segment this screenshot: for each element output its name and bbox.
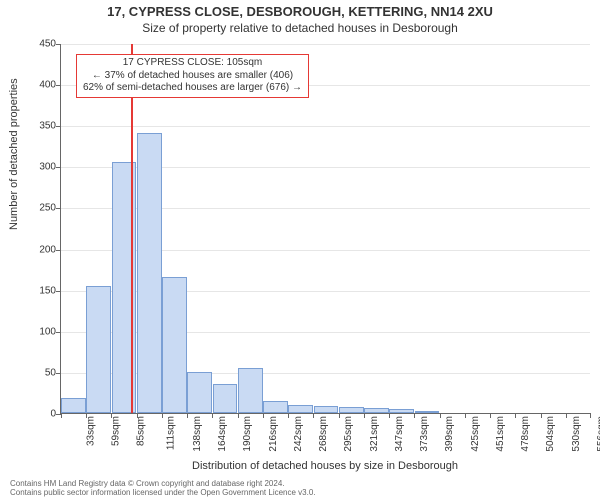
- x-tick-mark: [187, 413, 188, 418]
- x-tick-label: 59sqm: [111, 416, 122, 446]
- x-tick-label: 138sqm: [192, 416, 203, 452]
- x-tick-mark: [541, 413, 542, 418]
- y-tick-mark: [56, 44, 61, 45]
- x-tick-mark: [389, 413, 390, 418]
- x-tick-label: 425sqm: [470, 416, 481, 452]
- bar: [137, 133, 162, 413]
- x-tick-label: 373sqm: [419, 416, 430, 452]
- chart-subtitle: Size of property relative to detached ho…: [0, 21, 600, 35]
- bar: [61, 398, 86, 413]
- x-tick-label: 216sqm: [268, 416, 279, 452]
- x-tick-label: 321sqm: [369, 416, 380, 452]
- y-tick-label: 250: [26, 203, 56, 214]
- x-tick-mark: [566, 413, 567, 418]
- bar: [162, 277, 187, 413]
- annotation-line: 62% of semi-detached houses are larger (…: [83, 82, 302, 95]
- x-tick-mark: [414, 413, 415, 418]
- x-tick-mark: [137, 413, 138, 418]
- bar: [314, 406, 339, 413]
- bar: [86, 286, 111, 413]
- grid-line: [61, 126, 590, 127]
- x-tick-label: 556sqm: [596, 416, 600, 452]
- x-tick-mark: [465, 413, 466, 418]
- y-tick-label: 300: [26, 162, 56, 173]
- footer-line: Contains public sector information licen…: [10, 489, 316, 498]
- x-tick-mark: [364, 413, 365, 418]
- x-tick-label: 399sqm: [444, 416, 455, 452]
- x-tick-label: 190sqm: [243, 416, 254, 452]
- bar: [238, 368, 263, 413]
- y-tick-label: 450: [26, 39, 56, 50]
- x-tick-mark: [288, 413, 289, 418]
- x-axis-label: Distribution of detached houses by size …: [60, 460, 590, 472]
- bar: [415, 411, 440, 413]
- bar: [389, 409, 414, 413]
- y-tick-mark: [56, 373, 61, 374]
- annotation-line: ← 37% of detached houses are smaller (40…: [83, 70, 302, 83]
- footer-attribution: Contains HM Land Registry data © Crown c…: [10, 480, 316, 498]
- bar: [288, 405, 313, 413]
- annotation-box: 17 CYPRESS CLOSE: 105sqm ← 37% of detach…: [76, 54, 309, 98]
- x-tick-label: 268sqm: [318, 416, 329, 452]
- bar: [213, 384, 238, 413]
- reference-line: [131, 44, 133, 413]
- x-tick-label: 242sqm: [293, 416, 304, 452]
- annotation-line: 17 CYPRESS CLOSE: 105sqm: [83, 57, 302, 70]
- y-tick-label: 50: [26, 367, 56, 378]
- x-tick-mark: [212, 413, 213, 418]
- x-tick-mark: [111, 413, 112, 418]
- x-tick-mark: [263, 413, 264, 418]
- x-tick-mark: [86, 413, 87, 418]
- y-tick-label: 350: [26, 121, 56, 132]
- x-tick-mark: [490, 413, 491, 418]
- x-tick-mark: [339, 413, 340, 418]
- x-tick-mark: [440, 413, 441, 418]
- y-tick-mark: [56, 208, 61, 209]
- y-tick-mark: [56, 167, 61, 168]
- x-tick-label: 111sqm: [165, 416, 176, 450]
- x-tick-label: 504sqm: [545, 416, 556, 452]
- x-tick-mark: [61, 413, 62, 418]
- grid-line: [61, 44, 590, 45]
- x-tick-label: 295sqm: [343, 416, 354, 452]
- bar: [263, 401, 288, 413]
- bar: [339, 407, 364, 413]
- x-tick-mark: [162, 413, 163, 418]
- chart-title: 17, CYPRESS CLOSE, DESBOROUGH, KETTERING…: [0, 4, 600, 19]
- chart-plot-area: 33sqm59sqm85sqm111sqm138sqm164sqm190sqm2…: [60, 44, 590, 414]
- x-tick-label: 478sqm: [520, 416, 531, 452]
- bar: [364, 408, 389, 413]
- x-tick-mark: [313, 413, 314, 418]
- x-tick-label: 164sqm: [217, 416, 228, 452]
- y-tick-label: 400: [26, 80, 56, 91]
- x-tick-label: 530sqm: [571, 416, 582, 452]
- y-tick-label: 0: [26, 409, 56, 420]
- y-tick-label: 150: [26, 285, 56, 296]
- x-tick-label: 33sqm: [86, 416, 97, 446]
- bar: [187, 372, 212, 413]
- y-tick-label: 100: [26, 326, 56, 337]
- y-tick-mark: [56, 291, 61, 292]
- y-tick-mark: [56, 250, 61, 251]
- x-tick-label: 85sqm: [136, 416, 147, 446]
- x-tick-mark: [515, 413, 516, 418]
- y-tick-mark: [56, 332, 61, 333]
- y-tick-mark: [56, 85, 61, 86]
- x-tick-mark: [590, 413, 591, 418]
- y-axis-label: Number of detached properties: [8, 78, 20, 230]
- x-tick-label: 451sqm: [495, 416, 506, 452]
- y-tick-label: 200: [26, 244, 56, 255]
- y-tick-mark: [56, 126, 61, 127]
- x-tick-label: 347sqm: [394, 416, 405, 452]
- x-tick-mark: [238, 413, 239, 418]
